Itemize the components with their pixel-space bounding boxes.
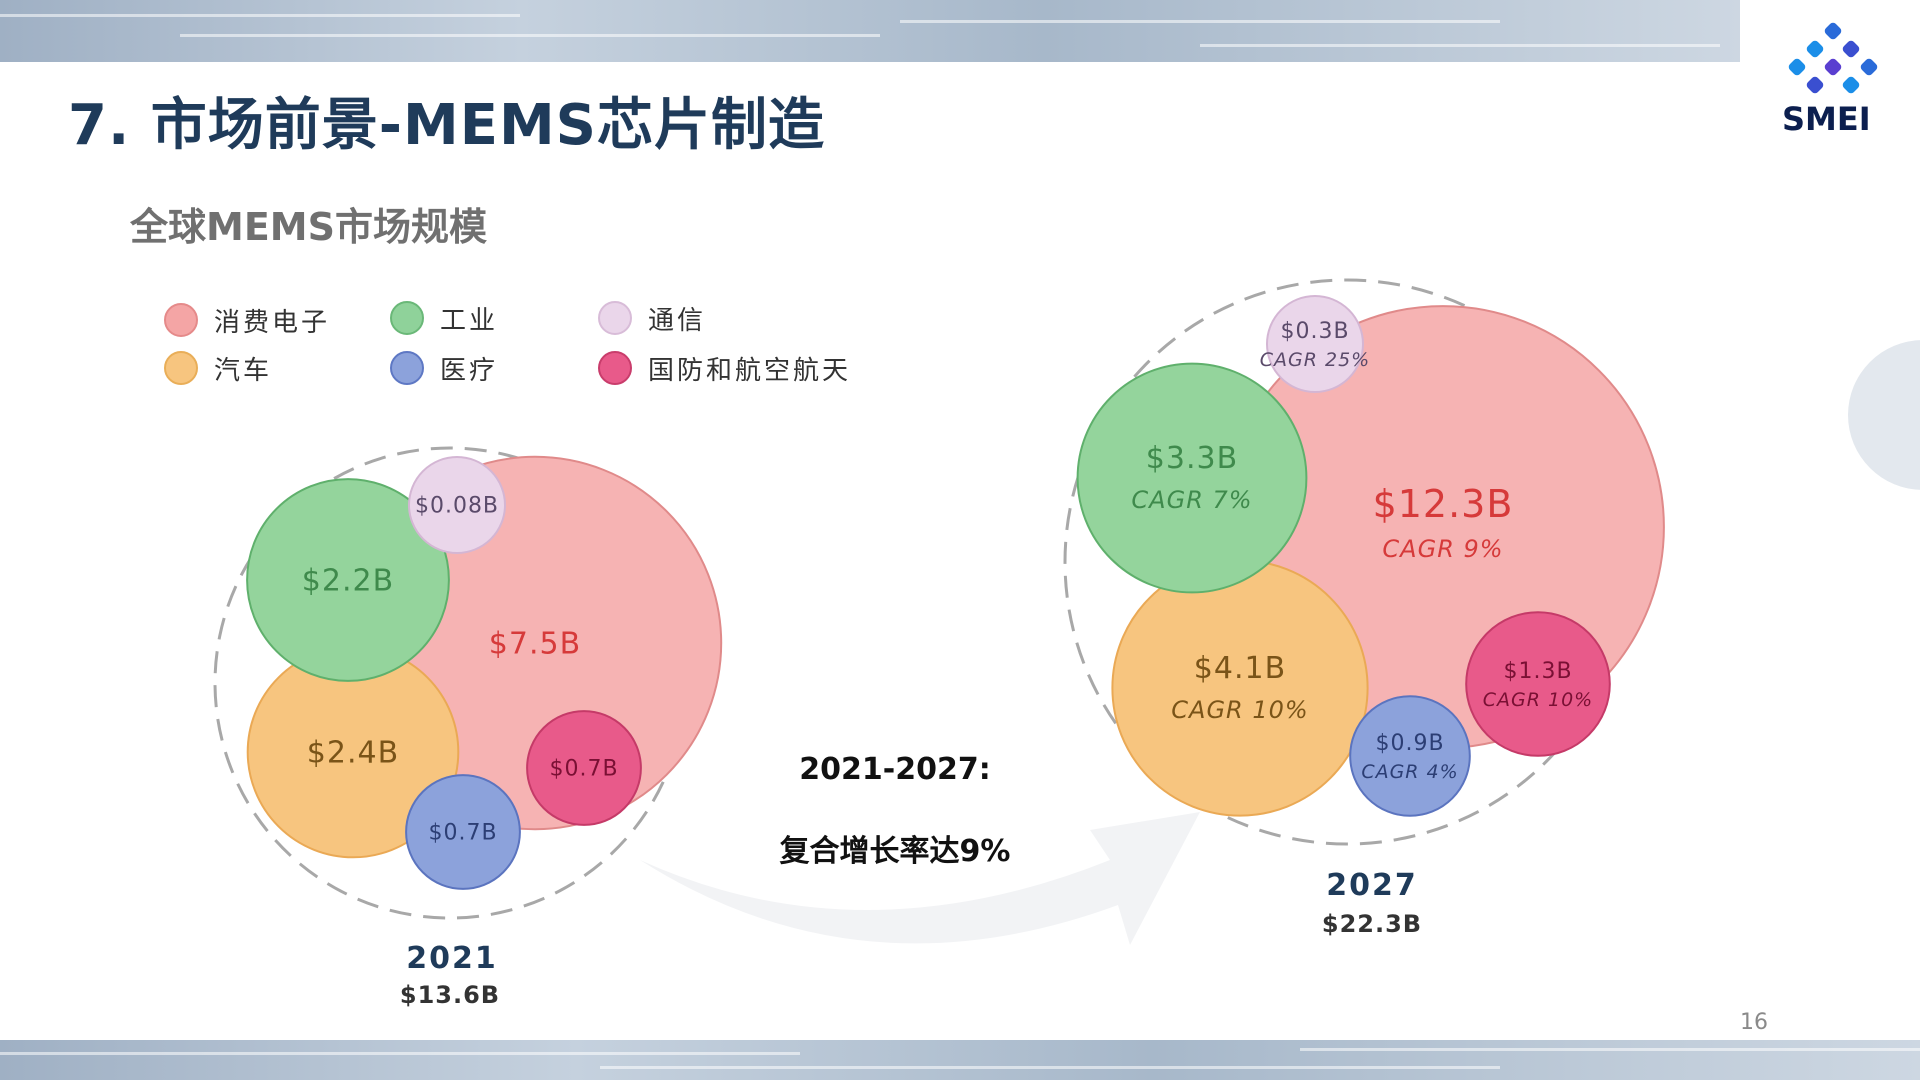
legend-label: 通信	[648, 305, 707, 336]
bubble-industrial	[1076, 362, 1308, 594]
bubble-value-label: $0.9B	[1375, 731, 1444, 756]
bubble-value-label: $7.5B	[489, 627, 581, 662]
total-label: $22.3B	[1322, 910, 1422, 938]
bubble-value-label: $2.2B	[302, 564, 394, 599]
bubble-cagr-label: CAGR 25%	[1260, 349, 1370, 371]
legend-dot-defense	[598, 351, 632, 385]
bubble-defense	[1465, 611, 1611, 757]
bubble-telecom	[1266, 295, 1364, 393]
bubble-industrial	[246, 478, 450, 682]
total-label: $13.6B	[400, 981, 500, 1009]
bubble-medical	[1349, 695, 1471, 817]
bubble-value-label: $3.3B	[1146, 441, 1238, 476]
bubble-medical	[405, 774, 521, 890]
bubble-value-label: $0.08B	[415, 494, 499, 519]
bubble-cagr-label: CAGR 10%	[1483, 689, 1593, 711]
legend-item-medical: 医疗	[390, 348, 498, 388]
bubble-cagr-label: CAGR 10%	[1171, 696, 1308, 724]
bubble-auto	[1111, 559, 1369, 817]
legend-label: 汽车	[214, 355, 273, 386]
bubble-value-label: $0.7B	[428, 821, 497, 846]
legend-item-telecom: 通信	[598, 298, 706, 338]
year-label: 2021	[406, 941, 498, 976]
bubble-telecom	[408, 456, 506, 554]
bubble-value-label: $1.3B	[1503, 659, 1572, 684]
legend-label: 消费电子	[214, 307, 331, 338]
growth-arrow	[640, 812, 1200, 945]
bubble-cagr-label: CAGR 4%	[1361, 761, 1458, 783]
legend-item-auto: 汽车	[164, 348, 272, 388]
bubble-value-label: $0.7B	[549, 757, 618, 782]
bubble-cagr-label: CAGR 9%	[1382, 535, 1503, 563]
legend-item-defense: 国防和航空航天	[598, 348, 851, 388]
bubble-cagr-label: CAGR 7%	[1131, 486, 1252, 514]
growth-period: 2021-2027:	[799, 752, 991, 787]
footer-circuit-band	[0, 1040, 1920, 1080]
header-circuit-band	[0, 0, 1740, 62]
legend-label: 医疗	[440, 355, 499, 386]
bubble-group-2027: $12.3B CAGR 9% $4.1B CAGR 10% $3.3B CAGR 7% $1…	[1063, 278, 1665, 938]
legend-label: 工业	[440, 305, 499, 336]
chart-subtitle: 全球MEMS市场规模	[130, 205, 487, 249]
legend-item-consumer: 消费电子	[164, 300, 330, 340]
bubble-value-label: $0.3B	[1280, 319, 1349, 344]
page-number: 16	[1740, 1010, 1768, 1035]
bubble-group-2021: $7.5B $2.4B $2.2B $0.7B $0.7B $0.08B 2021 $13.6…	[213, 446, 723, 1009]
year-label: 2027	[1326, 868, 1418, 903]
legend-dot-medical	[390, 351, 424, 385]
growth-rate-text: 复合增长率达9%	[779, 834, 1011, 869]
bubble-value-label: $2.4B	[307, 736, 399, 771]
legend-item-industrial: 工业	[390, 298, 498, 338]
legend-dot-industrial	[390, 301, 424, 335]
legend-dot-telecom	[598, 301, 632, 335]
bubble-defense	[526, 710, 642, 826]
logo-text: SMEI	[1782, 100, 1871, 138]
legend-dot-consumer	[164, 303, 198, 337]
bubble-value-label: $12.3B	[1373, 482, 1514, 526]
page-title: 7. 市场前景-MEMS芯片制造	[68, 93, 826, 158]
legend-label: 国防和航空航天	[648, 355, 852, 386]
legend-dot-auto	[164, 351, 198, 385]
smei-logo-icon	[1788, 22, 1878, 94]
bubble-value-label: $4.1B	[1194, 651, 1286, 686]
